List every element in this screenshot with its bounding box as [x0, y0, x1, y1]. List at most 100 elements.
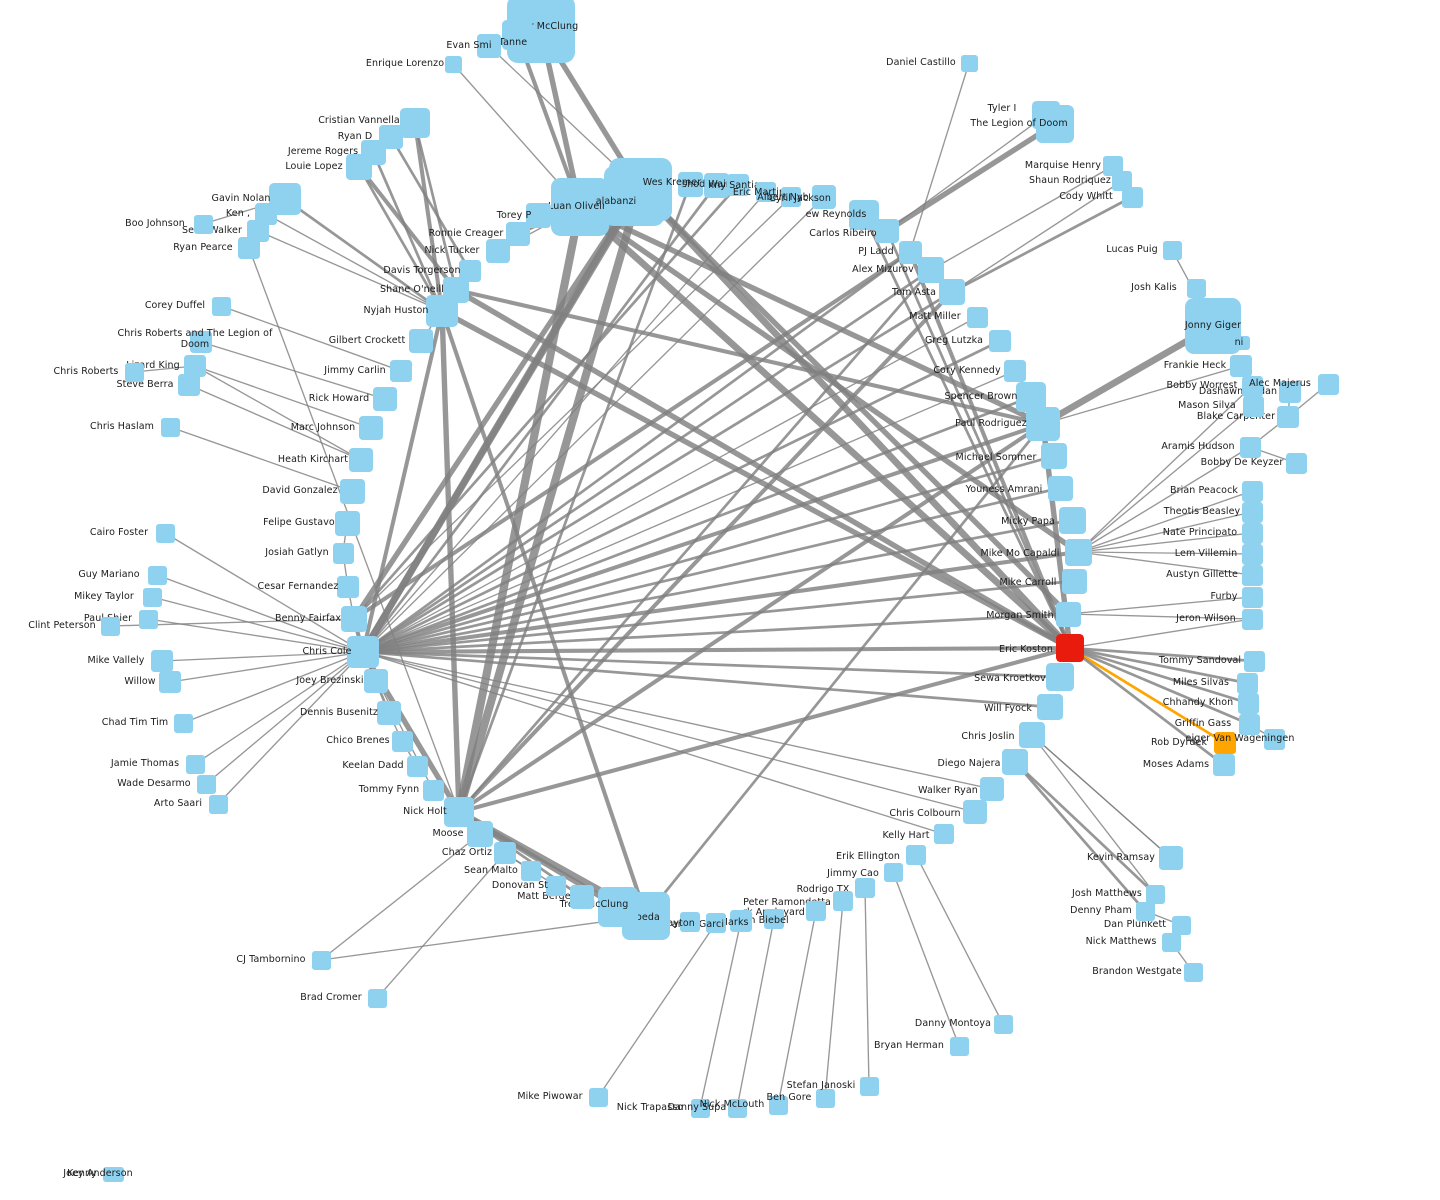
graph-node[interactable] — [1214, 732, 1236, 754]
graph-node[interactable] — [1171, 915, 1191, 935]
graph-node[interactable] — [341, 606, 367, 632]
graph-node[interactable] — [1055, 601, 1081, 627]
graph-node[interactable] — [960, 54, 978, 72]
graph-node[interactable] — [812, 185, 836, 209]
graph-node[interactable] — [570, 885, 594, 909]
graph-node[interactable] — [1061, 568, 1087, 594]
graph-node[interactable] — [1241, 564, 1263, 586]
graph-node[interactable] — [588, 1087, 608, 1107]
graph-node[interactable] — [477, 34, 501, 58]
graph-node[interactable] — [459, 260, 481, 282]
graph-node[interactable] — [1279, 381, 1301, 403]
graph-node[interactable] — [502, 20, 532, 50]
graph-node[interactable] — [373, 387, 397, 411]
graph-node[interactable] — [898, 240, 922, 264]
graph-node[interactable] — [1026, 407, 1060, 441]
graph-node[interactable] — [727, 1098, 747, 1118]
graph-node[interactable] — [934, 824, 954, 844]
graph-node[interactable] — [193, 214, 213, 234]
graph-node[interactable] — [1112, 171, 1132, 191]
graph-node[interactable] — [1162, 240, 1182, 260]
graph-node[interactable] — [391, 730, 413, 752]
graph-node[interactable] — [255, 203, 277, 225]
graph-node[interactable] — [551, 178, 609, 236]
graph-node[interactable] — [486, 239, 510, 263]
graph-node[interactable] — [1242, 395, 1264, 417]
graph-node[interactable] — [546, 876, 566, 896]
graph-node[interactable] — [247, 220, 269, 242]
graph-node[interactable] — [390, 360, 412, 382]
graph-node[interactable] — [444, 55, 462, 73]
graph-node[interactable] — [859, 1076, 879, 1096]
graph-node[interactable] — [1241, 608, 1263, 630]
graph-node[interactable] — [521, 861, 541, 881]
graph-node[interactable] — [406, 755, 428, 777]
graph-node[interactable] — [311, 950, 331, 970]
graph-node[interactable] — [806, 901, 826, 921]
graph-node[interactable] — [706, 913, 726, 933]
graph-node[interactable] — [339, 478, 365, 504]
graph-node[interactable] — [494, 842, 516, 864]
graph-node[interactable] — [108, 1166, 124, 1182]
graph-node[interactable] — [208, 794, 228, 814]
graph-node[interactable] — [1236, 336, 1250, 350]
graph-node[interactable] — [364, 669, 388, 693]
graph-node[interactable] — [337, 576, 359, 598]
graph-node[interactable] — [1161, 932, 1181, 952]
graph-node[interactable] — [1317, 373, 1339, 395]
graph-node[interactable] — [1241, 501, 1263, 523]
graph-node[interactable] — [409, 329, 433, 353]
graph-node[interactable] — [1046, 663, 1074, 691]
graph-node[interactable] — [1238, 713, 1260, 735]
graph-node[interactable] — [184, 355, 206, 377]
graph-node[interactable] — [147, 565, 167, 585]
graph-node[interactable] — [690, 1098, 710, 1118]
graph-node[interactable] — [604, 166, 664, 226]
graph-node[interactable] — [196, 774, 216, 794]
graph-node[interactable] — [400, 108, 430, 138]
graph-node[interactable] — [159, 671, 181, 693]
graph-node[interactable] — [155, 523, 175, 543]
graph-node[interactable] — [1239, 436, 1261, 458]
graph-node[interactable] — [833, 891, 853, 911]
graph-node[interactable] — [124, 362, 144, 382]
graph-node[interactable] — [949, 1036, 969, 1056]
graph-node[interactable] — [883, 862, 903, 882]
graph-node[interactable] — [1236, 672, 1258, 694]
graph-node[interactable] — [598, 887, 638, 927]
graph-node[interactable] — [211, 296, 231, 316]
graph-node[interactable] — [963, 800, 987, 824]
graph-node[interactable] — [849, 200, 879, 230]
graph-node[interactable] — [677, 171, 703, 197]
graph-node[interactable] — [1230, 355, 1252, 377]
graph-node[interactable] — [1064, 538, 1092, 566]
graph-node[interactable] — [1241, 543, 1263, 565]
graph-node[interactable] — [138, 609, 158, 629]
graph-node[interactable] — [1241, 522, 1263, 544]
graph-node[interactable] — [444, 797, 474, 827]
graph-node[interactable] — [768, 1095, 788, 1115]
graph-node[interactable] — [875, 219, 899, 243]
graph-node[interactable] — [1185, 298, 1241, 354]
graph-node[interactable] — [1241, 480, 1263, 502]
graph-node[interactable] — [1186, 278, 1206, 298]
graph-node[interactable] — [1277, 406, 1299, 428]
graph-node[interactable] — [506, 222, 530, 246]
graph-node[interactable] — [1056, 634, 1084, 662]
graph-node[interactable] — [185, 754, 205, 774]
graph-node[interactable] — [781, 187, 801, 207]
graph-node[interactable] — [1041, 443, 1067, 469]
graph-node[interactable] — [1159, 846, 1183, 870]
graph-node[interactable] — [377, 701, 401, 725]
graph-node[interactable] — [347, 636, 379, 668]
graph-node[interactable] — [190, 331, 212, 353]
graph-node[interactable] — [142, 587, 162, 607]
graph-node[interactable] — [966, 306, 988, 328]
graph-node[interactable] — [1241, 586, 1263, 608]
graph-node[interactable] — [1002, 749, 1028, 775]
graph-node[interactable] — [815, 1088, 835, 1108]
graph-node[interactable] — [1263, 728, 1285, 750]
graph-node[interactable] — [173, 713, 193, 733]
graph-node[interactable] — [100, 616, 120, 636]
